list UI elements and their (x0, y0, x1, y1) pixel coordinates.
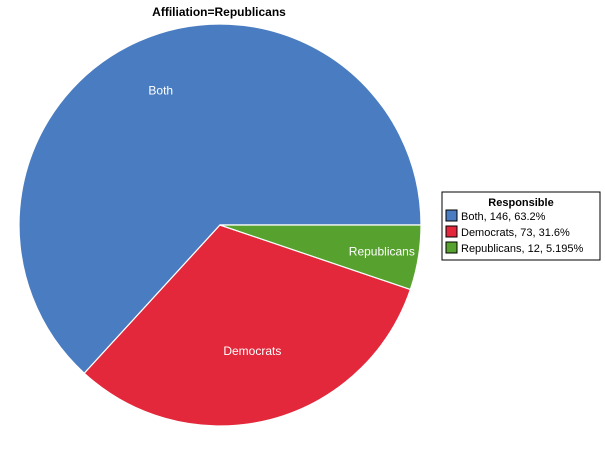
legend-swatch-republicans (445, 241, 458, 254)
pie-slice-republicans (219, 224, 422, 291)
pie-slice-labels: Both Democrats Republicans (148, 83, 414, 357)
slice-label-democrats: Democrats (223, 344, 281, 358)
pie-slices (18, 23, 422, 427)
legend-box (441, 191, 601, 261)
legend: Responsible Both, 146, 63.2% Democrats, 7… (441, 191, 601, 261)
slice-label-both: Both (148, 83, 173, 97)
pie-slice-democrats (83, 224, 412, 427)
legend-swatch-democrats (445, 225, 458, 238)
legend-entry-republicans: Republicans, 12, 5.195% (461, 243, 584, 255)
legend-swatch-both (445, 209, 458, 222)
pie-slice-both (18, 23, 422, 375)
legend-entry-both: Both, 146, 63.2% (461, 211, 546, 223)
slice-label-republicans: Republicans (349, 245, 415, 259)
legend-items: Both, 146, 63.2% Democrats, 73, 31.6% Repu… (445, 209, 584, 255)
legend-entry-democrats: Democrats, 73, 31.6% (461, 227, 570, 239)
legend-title: Responsible (488, 197, 553, 209)
chart-title: Affiliation=Republicans (152, 5, 286, 19)
